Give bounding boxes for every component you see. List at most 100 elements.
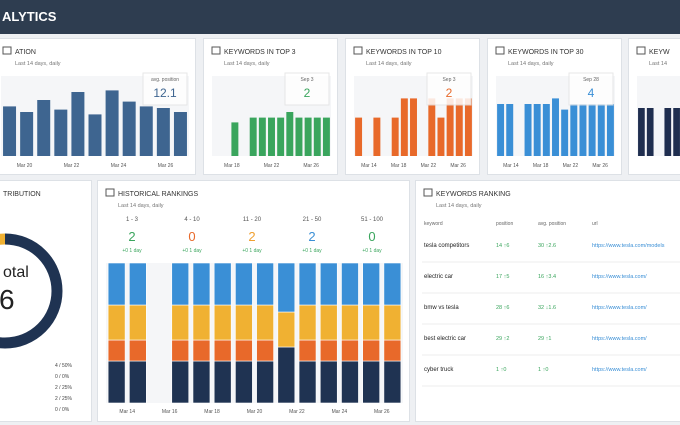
panel: KEYWORDS IN TOP 3 Last 14 days, daily Sep …	[203, 38, 338, 175]
panel-title: KEYWORDS IN TOP 30	[508, 49, 584, 56]
table-cell: 1 ↑0	[496, 367, 506, 373]
panel-title: KEYW	[649, 49, 670, 56]
stack-segment	[362, 304, 380, 341]
bar	[542, 104, 550, 156]
bar	[646, 108, 654, 156]
stack-segment	[129, 262, 147, 306]
stack-segment	[171, 304, 190, 341]
stack-segment	[256, 339, 274, 362]
bar	[497, 104, 505, 156]
panel-subtitle: Last 14 days, daily	[15, 61, 61, 67]
bar	[373, 117, 381, 156]
panel-icon	[2, 46, 12, 55]
panel: KEYWORDS IN TOP 10 Last 14 days, daily Sep…	[345, 38, 480, 175]
group-value: 0	[368, 229, 375, 244]
bar	[664, 108, 672, 156]
bar	[579, 104, 587, 156]
table-cell: https://www.tesla.com/	[592, 367, 647, 373]
table-cell: https://www.tesla.com/	[592, 274, 647, 280]
stack-segment	[298, 339, 317, 362]
x-label: Mar 18	[533, 163, 549, 169]
stack-segment	[171, 262, 190, 306]
stack-segment	[192, 339, 211, 362]
legend-item: 2 / 25%	[55, 385, 73, 391]
bar	[277, 117, 285, 156]
group-range: 11 - 20	[243, 217, 262, 223]
legend-item: 4 / 50%	[55, 363, 73, 369]
bar	[606, 104, 614, 156]
panel: KEYWORDS RANKING Last 14 days, daily keywo…	[415, 180, 680, 422]
panel-subtitle: Last 14 days, daily	[366, 61, 412, 67]
bar	[464, 98, 472, 156]
stack-segment	[235, 262, 253, 306]
bar	[446, 98, 454, 156]
callout-label: Sep 3	[300, 77, 313, 83]
stack-segment	[362, 360, 380, 404]
bar	[295, 117, 303, 156]
callout-label: Sep 28	[583, 77, 599, 83]
stack-segment	[319, 360, 338, 404]
stack-segment	[341, 304, 359, 341]
header: ALYTICS	[0, 0, 680, 34]
table-header: avg. position	[538, 221, 566, 227]
stack-segment	[213, 262, 232, 306]
x-label: Mar 14	[503, 163, 519, 169]
donut-segment	[0, 233, 63, 349]
x-label: Mar 26	[592, 163, 608, 169]
bar	[455, 98, 463, 156]
panel-icon	[211, 46, 221, 55]
panel-icon	[636, 46, 646, 55]
stack-segment	[298, 360, 317, 404]
stack-segment	[171, 339, 190, 362]
x-label: Mar 24	[332, 409, 348, 415]
x-label: Mar 26	[450, 163, 466, 169]
callout-value: 2	[304, 86, 311, 100]
group-delta: +0 1 day	[122, 248, 142, 254]
bar	[428, 98, 436, 156]
bar	[3, 106, 17, 156]
stack-segment	[213, 304, 232, 341]
stack-segment	[107, 262, 126, 306]
callout	[426, 72, 472, 106]
panel-icon	[423, 188, 433, 197]
callout-label: Sep 3	[442, 77, 455, 83]
bar	[638, 108, 645, 156]
stack-segment	[383, 339, 402, 362]
donut-value: 6	[0, 284, 15, 315]
legend-item: 0 / 0%	[55, 407, 70, 413]
panel-title: HISTORICAL RANKINGS	[118, 191, 198, 198]
table-cell: electric car	[424, 274, 453, 280]
panel: HISTORICAL RANKINGS Last 14 days, daily 1 …	[97, 180, 410, 422]
stack-segment	[107, 304, 126, 341]
panel-subtitle: Last 14 days, daily	[508, 61, 554, 67]
x-label: Mar 18	[391, 163, 407, 169]
stack-segment	[129, 339, 147, 362]
stack-segment	[256, 360, 274, 404]
stack-segment	[213, 339, 232, 362]
bar	[524, 104, 532, 156]
table-header: position	[496, 221, 513, 227]
x-label: Mar 22	[64, 163, 80, 169]
bar	[286, 112, 294, 156]
stack-segment	[341, 339, 359, 362]
panel-subtitle: Last 14 days, daily	[118, 203, 164, 209]
bar	[268, 117, 275, 156]
table-header: keyword	[424, 221, 443, 227]
panel-canvas: KEYWORDS RANKING Last 14 days, daily keywo…	[422, 188, 680, 387]
table-cell: https://www.tesla.com/	[592, 336, 647, 342]
bar	[139, 106, 153, 156]
panel: TRIBUTION otal 6 4 / 50% 0 / 0% 2 / 25% 2 / 25…	[0, 180, 92, 422]
stack-segment	[235, 360, 253, 404]
bar	[588, 104, 596, 156]
stack-segment	[383, 262, 402, 306]
panel-icon	[105, 188, 115, 197]
panel-canvas: TRIBUTION otal 6 4 / 50% 0 / 0% 2 / 25% 2 / 25…	[0, 191, 73, 413]
bar	[20, 112, 34, 156]
callout	[142, 72, 188, 106]
table-cell: cyber truck	[424, 367, 454, 373]
bar	[37, 100, 51, 156]
callout-value: 12.1	[153, 86, 177, 100]
stack-segment	[362, 262, 380, 306]
x-label: Mar 26	[374, 409, 390, 415]
group-value: 2	[128, 229, 135, 244]
